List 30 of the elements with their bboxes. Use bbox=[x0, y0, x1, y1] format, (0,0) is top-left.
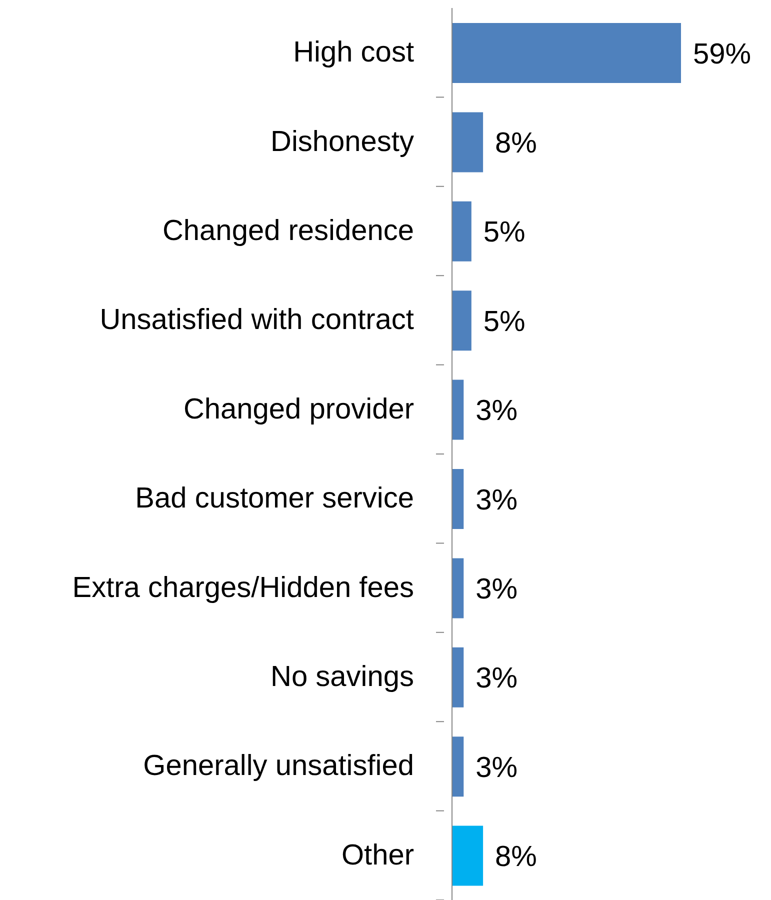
y-tick-label: Unsatisfied with contract bbox=[100, 304, 414, 336]
data-label: 3% bbox=[476, 752, 518, 784]
data-label: 5% bbox=[483, 306, 526, 338]
y-tick-label: Dishonesty bbox=[270, 126, 414, 158]
y-tick-label: Bad customer service bbox=[135, 482, 414, 515]
bar bbox=[452, 647, 464, 708]
bar bbox=[452, 469, 464, 529]
data-label: 3% bbox=[476, 395, 518, 428]
data-label: 3% bbox=[476, 662, 518, 695]
y-tick-label: High cost bbox=[293, 36, 414, 69]
y-tick-label: No savings bbox=[270, 661, 414, 693]
bar bbox=[452, 380, 464, 440]
data-label: 8% bbox=[495, 841, 537, 874]
bar bbox=[452, 23, 681, 83]
bar bbox=[452, 558, 464, 618]
y-tick-label: Changed residence bbox=[162, 215, 414, 247]
data-label: 8% bbox=[495, 127, 537, 160]
bar bbox=[452, 112, 484, 172]
bar bbox=[452, 826, 484, 886]
data-label: 3% bbox=[476, 484, 518, 516]
bar bbox=[452, 290, 472, 351]
y-tick-label: Extra charges/Hidden fees bbox=[72, 572, 414, 604]
y-tick-label: Generally unsatisfied bbox=[143, 750, 414, 782]
bar bbox=[452, 736, 464, 797]
y-tick-label: Changed provider bbox=[183, 393, 414, 426]
data-label: 3% bbox=[476, 573, 518, 606]
data-label: 59% bbox=[693, 38, 752, 70]
bar bbox=[452, 201, 472, 262]
y-tick-label: Other bbox=[341, 839, 414, 872]
data-label: 5% bbox=[483, 216, 526, 249]
